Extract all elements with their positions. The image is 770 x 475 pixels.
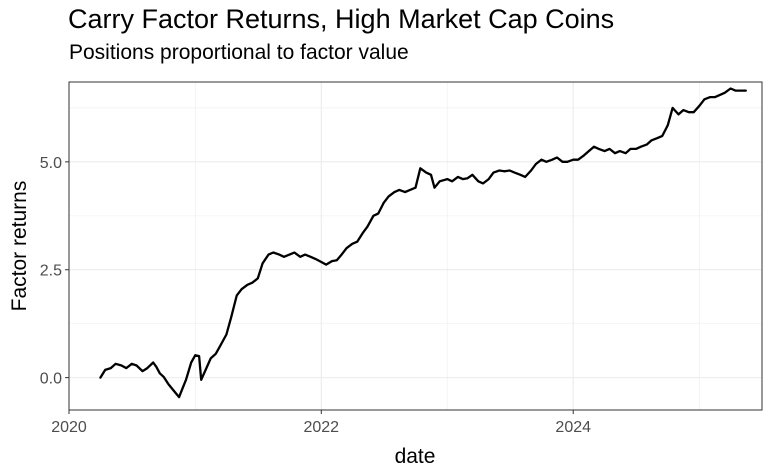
y-tick-label: 0.0	[40, 371, 62, 388]
x-axis-title: date	[395, 445, 436, 468]
y-tick-label: 5.0	[40, 155, 62, 172]
series-line	[99, 87, 747, 399]
chart-subtitle: Positions proportional to factor value	[69, 41, 409, 64]
y-axis: 0.0 2.5 5.0	[40, 155, 69, 388]
x-tick-label: 2024	[555, 419, 591, 436]
y-axis-title: Factor returns	[8, 181, 31, 312]
plot-border	[68, 81, 763, 411]
x-axis: 2020 2022 2024	[51, 410, 591, 436]
x-tick-label: 2022	[303, 419, 339, 436]
chart-title: Carry Factor Returns, High Market Cap Co…	[68, 4, 615, 34]
plot-panel	[69, 82, 762, 410]
y-tick-label: 2.5	[40, 263, 62, 280]
x-tick-label: 2020	[51, 419, 87, 436]
